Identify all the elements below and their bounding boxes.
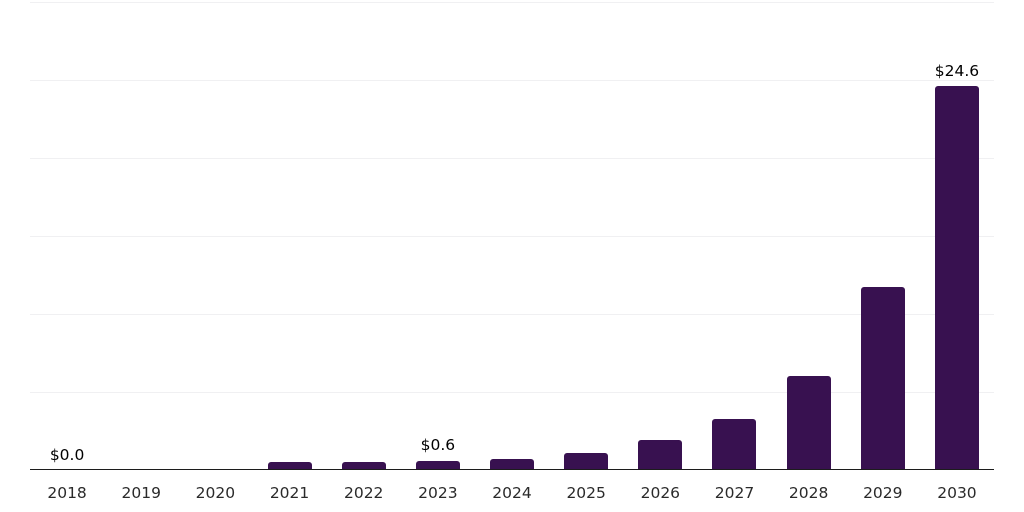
x-tick-label-2018: 2018 [47, 484, 87, 502]
gridline-20 [30, 158, 994, 160]
x-tick-label-2027: 2027 [714, 484, 755, 502]
x-tick-label-2020: 2020 [195, 484, 236, 502]
bar-2024 [490, 459, 535, 470]
x-axis-tick-labels: 2018 2019 2020 2021 2022 2023 2024 2025 2026 2027… [30, 484, 994, 502]
x-tick-label-2024: 2024 [492, 484, 532, 502]
gridline-5 [30, 392, 994, 394]
x-axis-line [30, 468, 994, 470]
bar-2022 [341, 462, 386, 470]
bar-2023 [415, 460, 460, 470]
bar-2025 [564, 452, 609, 470]
bar-2028 [786, 376, 831, 470]
x-tick-label-2029: 2029 [863, 484, 903, 502]
x-tick-label-2030: 2030 [937, 484, 977, 502]
bar-2026 [638, 440, 683, 470]
bar-2027 [712, 418, 757, 470]
bar-slot-2022 [327, 2, 401, 470]
x-tick-label-2026: 2026 [640, 484, 681, 502]
value-label-2023: $0.6 [420, 436, 456, 455]
x-tick-label-2021: 2021 [269, 484, 310, 502]
gridline-10 [30, 314, 994, 316]
bar-slot-2026 [623, 2, 697, 470]
bar-2029 [860, 287, 905, 470]
bar-slot-2029 [846, 2, 920, 470]
plot-area: $0.0 $0.6 $24.6 [30, 2, 994, 470]
x-tick-label-2022: 2022 [343, 484, 384, 502]
bar-2021 [267, 462, 312, 470]
gridline-15 [30, 236, 994, 237]
value-label-2030: $24.6 [934, 61, 980, 80]
bar-slot-2021 [252, 2, 326, 470]
gridline-30 [30, 2, 994, 3]
x-tick-label-2019: 2019 [121, 484, 161, 502]
bar-slot-2018: $0.0 [30, 2, 104, 470]
bar-slot-2027 [697, 2, 771, 470]
bar-slot-2028 [772, 2, 846, 470]
bar-slot-2024 [475, 2, 549, 470]
x-tick-label-2023: 2023 [418, 484, 458, 502]
bars-row: $0.0 $0.6 $24.6 [30, 2, 994, 470]
bar-slot-2019 [104, 2, 178, 470]
x-tick-label-2028: 2028 [788, 484, 829, 502]
value-label-2018: $0.0 [49, 445, 85, 464]
x-tick-label-2025: 2025 [566, 484, 606, 502]
bar-slot-2020 [178, 2, 252, 470]
bar-chart: $0.0 $0.6 $24.6 2018 2019 2020 2021 2022 2023 20… [30, 2, 994, 507]
bar-slot-2023: $0.6 [401, 2, 475, 470]
bar-slot-2025 [549, 2, 623, 470]
gridline-25 [30, 80, 994, 81]
bar-2030 [934, 86, 979, 470]
bar-slot-2030: $24.6 [920, 2, 994, 470]
